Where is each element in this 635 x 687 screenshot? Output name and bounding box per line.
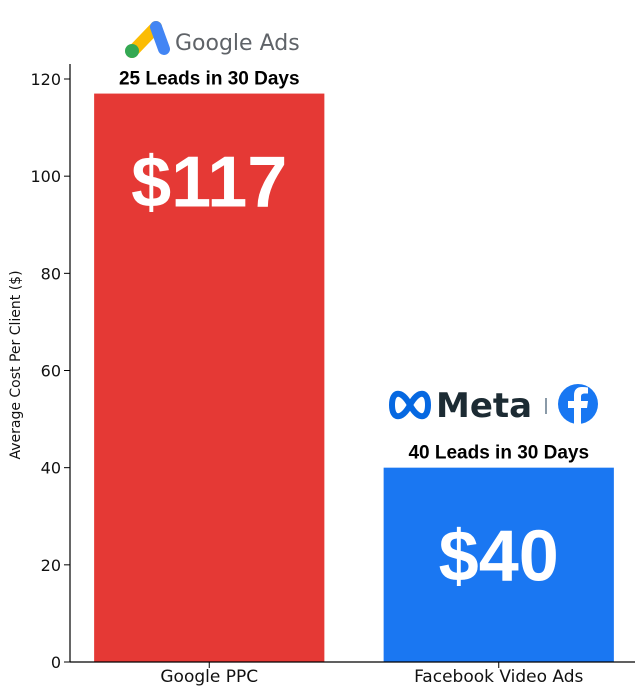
- y-axis-label: Average Cost Per Client ($): [8, 270, 24, 459]
- bar: [94, 93, 325, 662]
- y-tick-label: 80: [41, 264, 61, 283]
- bar-annotation: 40 Leads in 30 Days: [408, 443, 589, 464]
- google-ads-wordmark: Google Ads: [175, 31, 300, 56]
- meta-infinity-icon: [388, 390, 432, 420]
- x-tick-label: Facebook Video Ads: [414, 667, 583, 687]
- google-ads-logo: Google Ads: [125, 21, 300, 58]
- facebook-icon: [558, 384, 598, 425]
- google-ads-icon: [125, 21, 170, 58]
- y-tick-label: 40: [41, 459, 61, 478]
- y-tick-label: 0: [51, 653, 61, 672]
- y-tick-label: 100: [30, 167, 61, 186]
- bar: [383, 467, 614, 662]
- bar-value-label: $117: [131, 143, 287, 223]
- bar-value-label: $40: [439, 517, 559, 597]
- meta-logo: Meta: [388, 384, 598, 426]
- bar-annotation: 25 Leads in 30 Days: [119, 69, 300, 90]
- y-tick-label: 60: [41, 362, 61, 381]
- y-tick-label: 20: [41, 556, 61, 575]
- y-tick-label: 120: [30, 70, 61, 89]
- x-tick-label: Google PPC: [160, 667, 258, 687]
- meta-wordmark: Meta: [436, 386, 532, 426]
